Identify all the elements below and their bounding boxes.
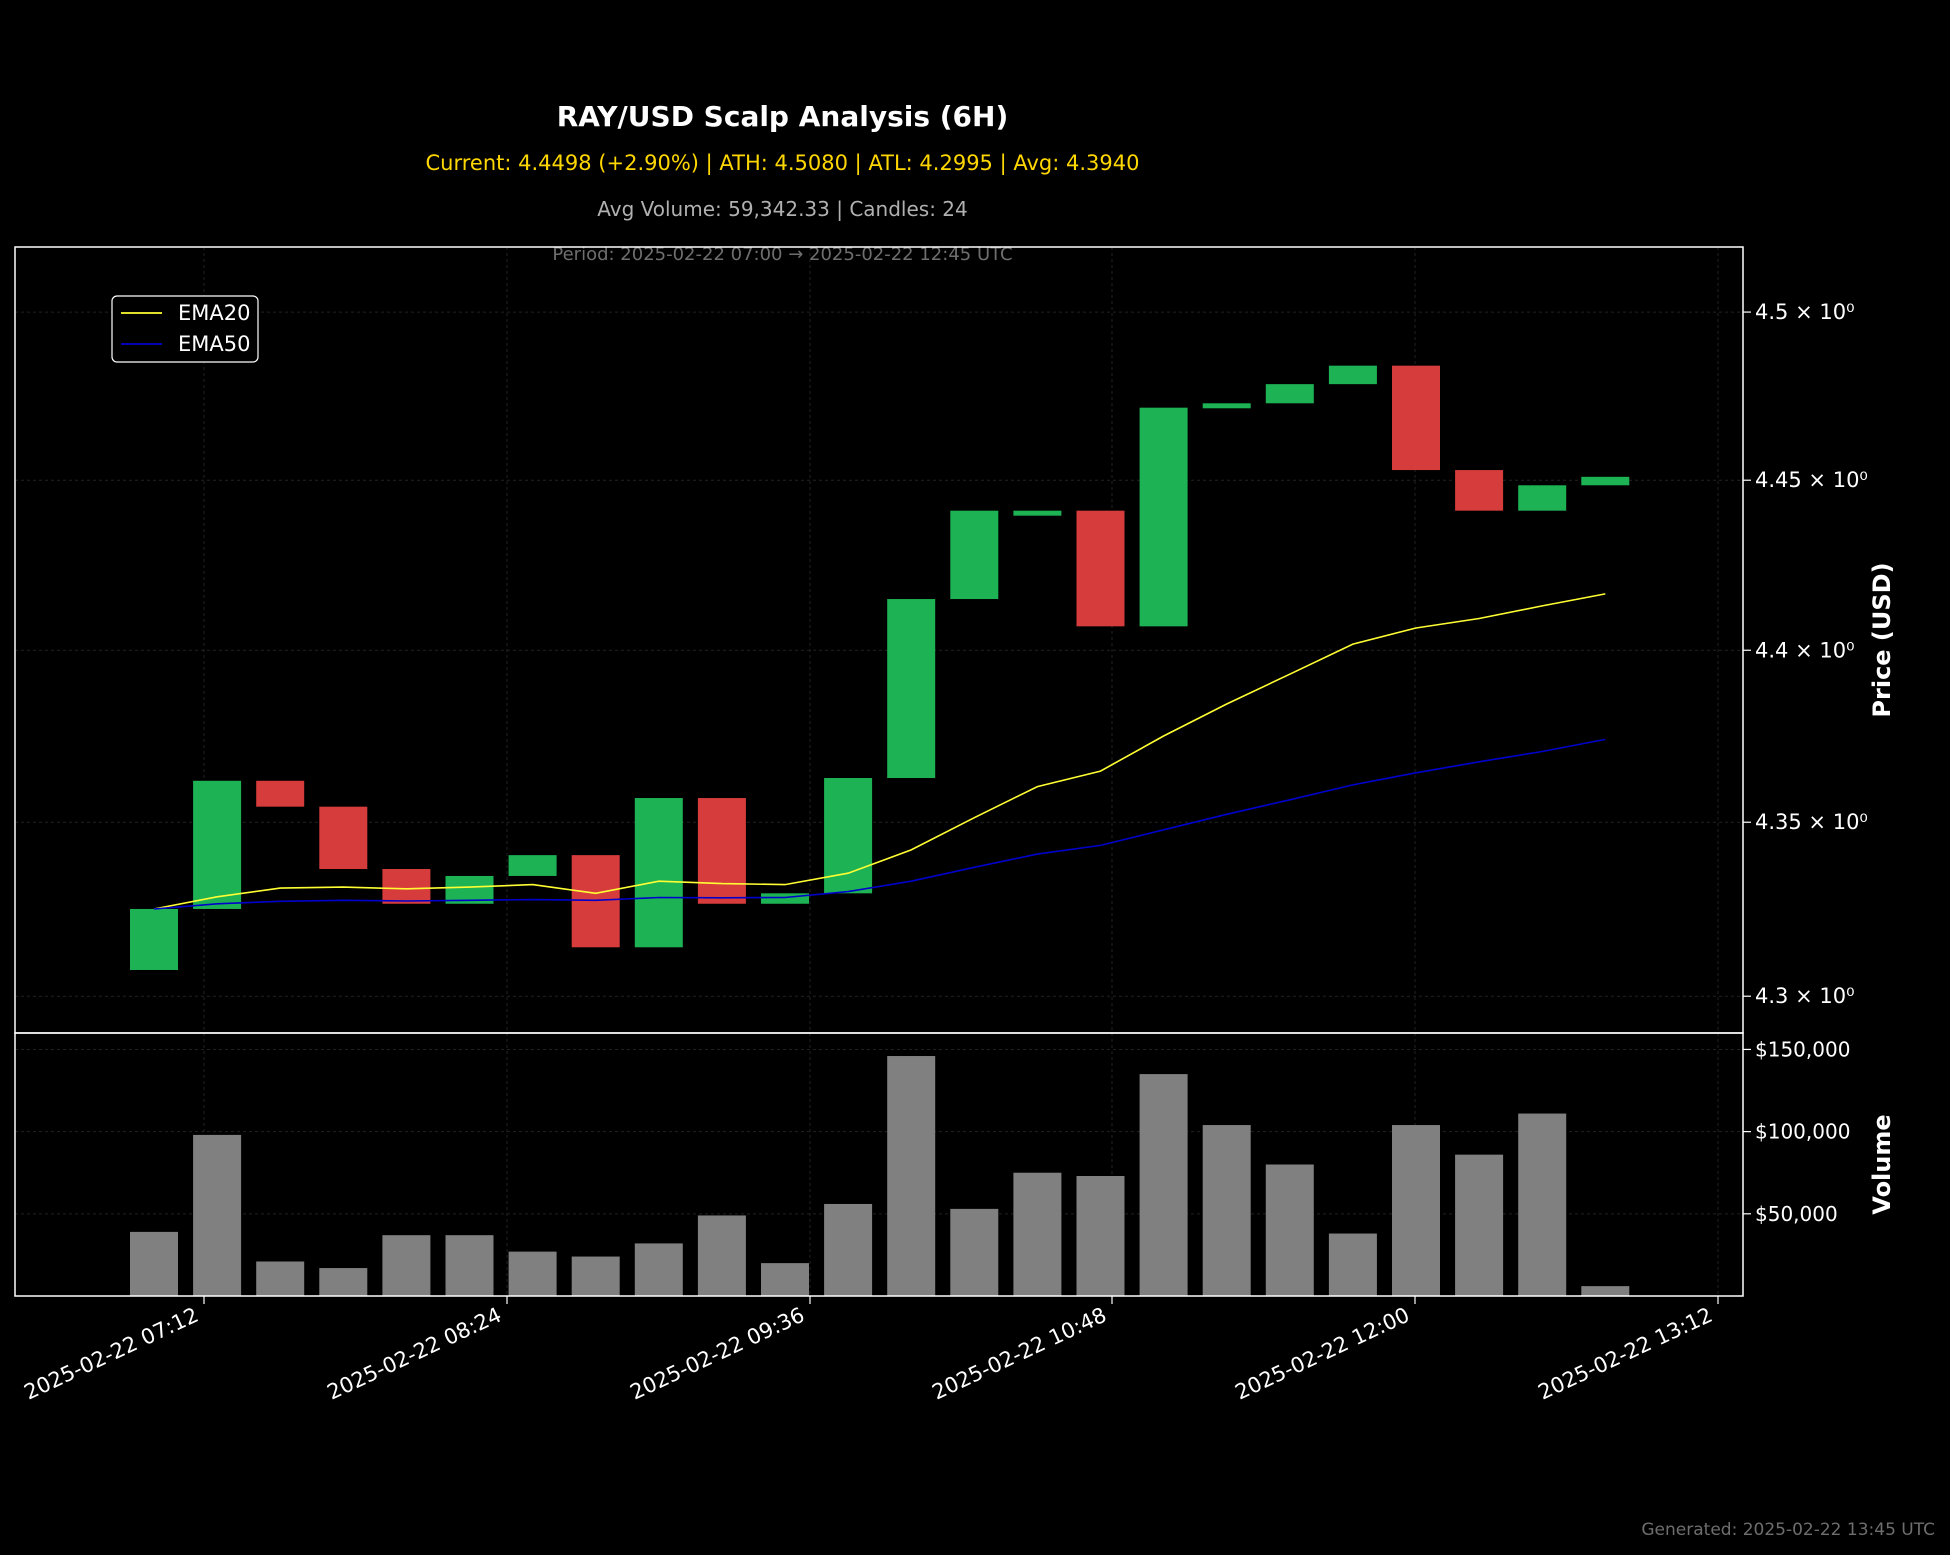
volume-bar xyxy=(950,1208,999,1296)
x-tick-label: 2025-02-22 08:24 xyxy=(323,1303,505,1405)
x-tick-label: 2025-02-22 09:36 xyxy=(626,1303,808,1405)
volume-panel-frame xyxy=(14,1032,1744,1297)
candle xyxy=(1202,403,1251,409)
candle xyxy=(508,855,557,876)
candle xyxy=(1392,365,1440,471)
legend-label: EMA50 xyxy=(178,332,250,356)
candle xyxy=(634,798,683,948)
candle xyxy=(1518,485,1567,511)
x-tick-label: 2025-02-22 12:00 xyxy=(1231,1303,1413,1405)
volume-tick-label: $100,000 xyxy=(1755,1120,1850,1144)
volume-bar xyxy=(1265,1164,1314,1296)
x-tick-label: 2025-02-22 13:12 xyxy=(1534,1303,1716,1405)
volume-bar xyxy=(1455,1154,1504,1296)
candle xyxy=(887,599,936,779)
stats-subtitle: Current: 4.4498 (+2.90%) | ATH: 4.5080 |… xyxy=(425,151,1140,175)
volume-bar xyxy=(1392,1125,1440,1296)
volume-bar xyxy=(634,1243,683,1296)
x-tick-label: 2025-02-22 10:48 xyxy=(928,1303,1110,1405)
y-tick-label: 4.45 × 10⁰ xyxy=(1755,468,1868,492)
candle xyxy=(950,510,999,600)
y-tick-label: 4.4 × 10⁰ xyxy=(1755,638,1854,662)
candle xyxy=(319,806,368,870)
candle xyxy=(1076,510,1125,627)
candle xyxy=(256,780,305,807)
volume-bar xyxy=(824,1203,873,1296)
price-axis-label: Price (USD) xyxy=(1868,562,1896,717)
volume-bar xyxy=(697,1215,746,1296)
y-tick-label: 4.35 × 10⁰ xyxy=(1755,810,1868,834)
chart-title: RAY/USD Scalp Analysis (6H) xyxy=(556,100,1009,133)
period-subtitle: Period: 2025-02-22 07:00 → 2025-02-22 12… xyxy=(552,244,1013,265)
candle xyxy=(1328,365,1377,385)
candle xyxy=(193,780,242,909)
y-tick-label: 4.5 × 10⁰ xyxy=(1755,300,1854,324)
candle xyxy=(130,908,178,970)
candle xyxy=(1139,407,1188,627)
candle xyxy=(1581,476,1630,486)
volume-bar xyxy=(319,1268,368,1296)
volume-bar xyxy=(193,1134,242,1296)
volume-bar xyxy=(1076,1176,1125,1296)
candle xyxy=(824,778,873,894)
candle xyxy=(1265,384,1314,404)
generated-timestamp: Generated: 2025-02-22 13:45 UTC xyxy=(1641,1520,1935,1540)
candle xyxy=(1455,470,1504,511)
volume-bar xyxy=(130,1231,178,1296)
volume-bar xyxy=(1328,1233,1377,1296)
volume-bar xyxy=(1013,1172,1062,1296)
y-tick-label: 4.3 × 10⁰ xyxy=(1755,984,1854,1008)
price-panel-frame xyxy=(14,246,1744,1034)
volume-tick-label: $150,000 xyxy=(1755,1037,1850,1061)
volume-bar xyxy=(445,1235,494,1296)
volume-bar xyxy=(887,1056,936,1296)
candle xyxy=(571,855,620,948)
ema20-line xyxy=(153,593,1606,910)
volume-subtitle: Avg Volume: 59,342.33 | Candles: 24 xyxy=(597,197,968,221)
x-tick-label: 2025-02-22 07:12 xyxy=(20,1303,202,1405)
volume-bar xyxy=(1202,1125,1251,1296)
volume-bar xyxy=(1139,1074,1188,1296)
volume-bar xyxy=(382,1235,431,1296)
candle xyxy=(445,875,494,904)
volume-axis-label: Volume xyxy=(1868,1114,1896,1214)
volume-bar xyxy=(571,1256,620,1296)
volume-bar xyxy=(256,1261,305,1296)
candle xyxy=(382,869,431,904)
volume-bar xyxy=(761,1263,809,1296)
ema50-line xyxy=(153,738,1606,910)
candle xyxy=(697,798,746,904)
candle xyxy=(761,893,809,904)
volume-bar xyxy=(508,1251,557,1296)
volume-bar xyxy=(1581,1286,1630,1296)
volume-tick-label: $50,000 xyxy=(1755,1202,1838,1226)
legend-label: EMA20 xyxy=(178,301,250,325)
candle xyxy=(1013,510,1062,516)
volume-bar xyxy=(1518,1113,1567,1296)
